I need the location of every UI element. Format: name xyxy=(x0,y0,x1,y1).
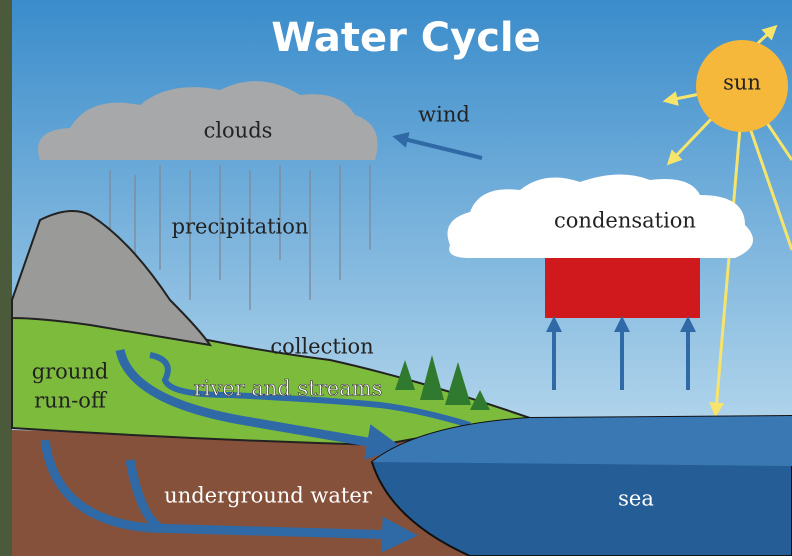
clouds-label: clouds xyxy=(204,119,273,143)
title: Water Cycle xyxy=(271,15,541,61)
diagram: sun Water Cycle clouds precipitation win… xyxy=(0,0,792,556)
precipitation-label: precipitation xyxy=(172,215,309,239)
run-off-label: run-off xyxy=(34,389,108,413)
sun-label: sun xyxy=(723,71,761,95)
river-label: river and streams xyxy=(194,377,383,401)
ground-label: ground xyxy=(32,360,109,384)
condensation-label: condensation xyxy=(554,209,696,233)
wind-label: wind xyxy=(418,103,470,127)
collection-label: collection xyxy=(270,335,373,359)
underground-label: underground water xyxy=(164,484,373,508)
side-strip xyxy=(0,0,12,556)
cover-box xyxy=(545,258,700,318)
sea-label: sea xyxy=(618,487,654,511)
